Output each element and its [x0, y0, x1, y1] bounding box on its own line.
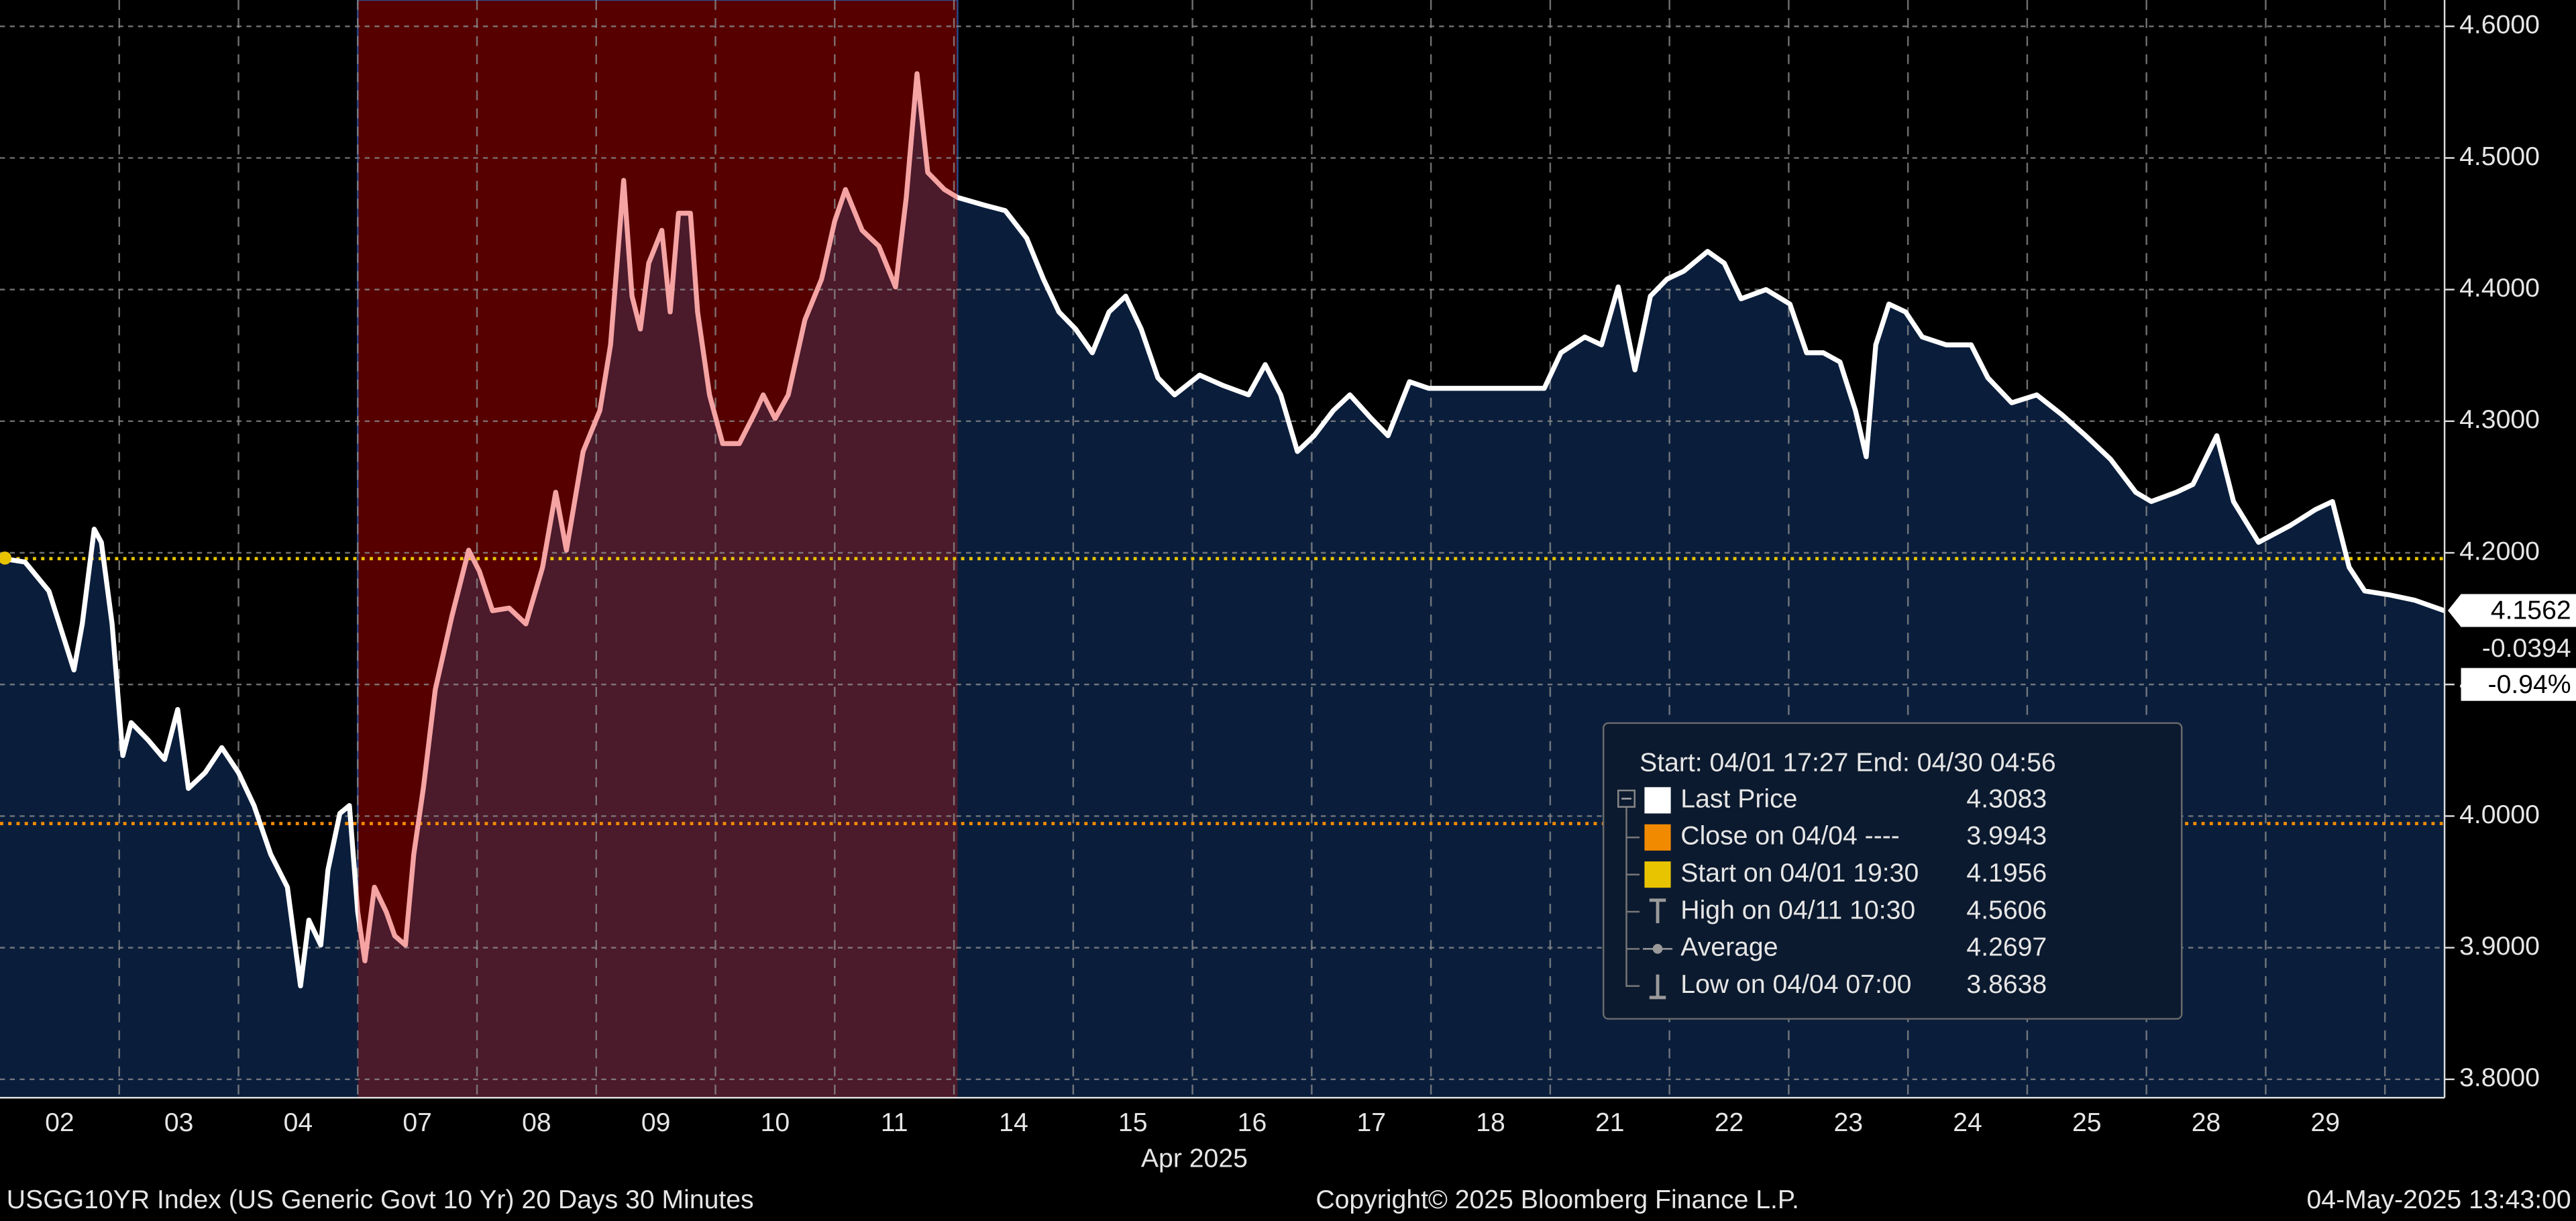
x-tick-label: 09	[641, 1108, 671, 1137]
legend-value: 4.2697	[1966, 933, 2047, 962]
x-axis-label: Apr 2025	[1141, 1145, 1248, 1173]
y-tick-label: 4.5000	[2459, 142, 2540, 171]
x-tick-label: 21	[1595, 1108, 1625, 1137]
change-pct-label: -0.94%	[2488, 670, 2571, 699]
y-tick-label: 3.9000	[2459, 932, 2540, 961]
x-tick-label: 24	[1953, 1108, 1982, 1137]
legend-icon-high	[1649, 898, 1666, 924]
x-tick-label: 07	[402, 1108, 432, 1137]
legend-value: 4.3083	[1966, 784, 2047, 813]
legend-swatch	[1644, 824, 1671, 851]
start-marker	[0, 551, 12, 565]
legend-name: Close on 04/04 ----	[1680, 822, 1900, 851]
grid	[0, 0, 2445, 1098]
x-tick-label: 04	[284, 1108, 313, 1137]
x-tick-label: 16	[1238, 1108, 1267, 1137]
x-tick-label: 17	[1356, 1108, 1386, 1137]
x-tick-label: 10	[761, 1108, 790, 1137]
last-value-label: 4.1562	[2491, 596, 2571, 625]
x-tick-label: 23	[1833, 1108, 1863, 1137]
legend-value: 3.8638	[1966, 970, 2047, 999]
change-pct-box	[2461, 668, 2576, 701]
axes: 3.80003.90004.00004.10004.20004.30004.40…	[0, 0, 2576, 1137]
footer-center: Copyright© 2025 Bloomberg Finance L.P.	[1316, 1185, 1799, 1214]
y-tick-label: 4.4000	[2459, 274, 2540, 303]
legend-name: Last Price	[1680, 784, 1797, 813]
x-tick-label: 15	[1118, 1108, 1148, 1137]
x-tick-label: 11	[881, 1108, 908, 1137]
x-tick-label: 22	[1715, 1108, 1744, 1137]
x-tick-label: 29	[2311, 1108, 2341, 1137]
x-tick-label: 08	[522, 1108, 551, 1137]
y-tick-label: 3.8000	[2459, 1063, 2540, 1092]
x-tick-label: 25	[2072, 1108, 2102, 1137]
legend-icon-low	[1649, 974, 1666, 1000]
legend: Start: 04/01 17:27 End: 04/30 04:56 Last…	[1602, 722, 2183, 1020]
x-tick-label: 14	[999, 1108, 1028, 1137]
legend-swatch	[1644, 787, 1671, 814]
legend-icon-average-dot	[1652, 944, 1663, 954]
series-line	[0, 71, 2446, 989]
last-value-box	[2447, 594, 2576, 627]
change-label: -0.0394	[2482, 634, 2571, 663]
legend-box	[1602, 722, 2183, 1020]
x-tick-label: 02	[45, 1108, 74, 1137]
footer-right: 04-May-2025 13:43:00	[2307, 1185, 2571, 1214]
footer-left: USGG10YR Index (US Generic Govt 10 Yr) 2…	[7, 1185, 754, 1214]
y-tick-label: 4.3000	[2459, 405, 2540, 434]
legend-name: Start on 04/01 19:30	[1680, 859, 1919, 888]
x-tick-label: 28	[2192, 1108, 2221, 1137]
legend-name: Average	[1680, 933, 1778, 962]
legend-name: Low on 04/04 07:00	[1680, 970, 1911, 999]
legend-swatch	[1644, 861, 1671, 888]
x-tick-label: 03	[164, 1108, 194, 1137]
y-tick-label: 4.0000	[2459, 800, 2540, 829]
legend-value: 4.5606	[1966, 896, 2047, 924]
y-tick-label: 4.6000	[2459, 11, 2540, 40]
legend-value: 4.1956	[1966, 859, 2047, 888]
legend-header: Start: 04/01 17:27 End: 04/30 04:56	[1640, 748, 2056, 777]
y-tick-label: 4.2000	[2459, 537, 2540, 566]
legend-value: 3.9943	[1966, 822, 2047, 851]
legend-name: High on 04/11 10:30	[1680, 896, 1915, 924]
x-tick-label: 18	[1476, 1108, 1505, 1137]
